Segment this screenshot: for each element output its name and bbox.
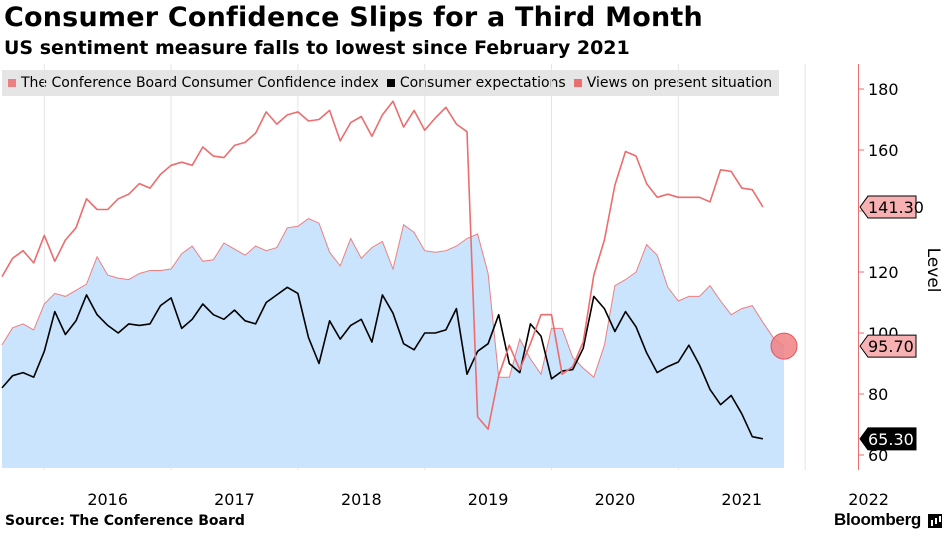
- legend-swatch-present-situation: [573, 79, 582, 87]
- y-tick-label-160: 160: [868, 141, 899, 160]
- source-note: Source: The Conference Board: [5, 513, 245, 529]
- series-confidence-index-area: [2, 218, 784, 468]
- legend-label-present-situation: Views on present situation: [586, 75, 773, 91]
- x-tick-label-2022: 2022: [848, 490, 889, 509]
- x-tick-label-2019: 2019: [468, 490, 509, 509]
- legend-label-confidence-index: The Conference Board Consumer Confidence…: [21, 75, 379, 91]
- legend-swatch-confidence-index: [8, 79, 16, 87]
- bloomberg-logo: Bloomberg: [833, 510, 921, 529]
- legend-swatch-expectations: [386, 79, 395, 87]
- bloomberg-terminal-icon: [928, 514, 942, 528]
- chart-legend: The Conference Board Consumer Confidence…: [2, 70, 780, 96]
- chart-title: Consumer Confidence Slips for a Third Mo…: [4, 2, 703, 33]
- present-situation-end-value-label: 141.30: [868, 198, 924, 217]
- confidence-index-end-value-flag: [859, 334, 917, 358]
- x-tick-label-2021: 2021: [721, 490, 762, 509]
- chart-subtitle: US sentiment measure falls to lowest sin…: [4, 37, 630, 59]
- x-tick-label-2018: 2018: [341, 490, 382, 509]
- y-tick-label-120: 120: [868, 263, 899, 282]
- confidence-index-end-marker: [770, 332, 798, 360]
- y-tick-label-80: 80: [868, 385, 888, 404]
- expectations-end-value-flag: [859, 427, 917, 451]
- series-present-situation-line: [1, 100, 764, 430]
- x-tick-label-2017: 2017: [214, 490, 255, 509]
- x-tick-label-2020: 2020: [595, 490, 636, 509]
- x-tick-label-2016: 2016: [87, 490, 128, 509]
- series-confidence-index-line: [1, 218, 785, 379]
- legend-item-expectations: Consumer expectations: [386, 75, 566, 91]
- legend-item-present-situation: Views on present situation: [573, 75, 773, 91]
- series-expectations-line: [1, 286, 764, 440]
- legend-label-expectations: Consumer expectations: [399, 75, 566, 91]
- y-tick-label-180: 180: [868, 80, 899, 99]
- y-axis-title: Level: [923, 248, 943, 293]
- legend-item-confidence-index: The Conference Board Consumer Confidence…: [8, 75, 379, 91]
- expectations-end-value-label: 65.30: [868, 430, 914, 449]
- present-situation-end-value-flag: [859, 195, 917, 219]
- confidence-index-end-value-label: 95.70: [868, 337, 914, 356]
- y-tick-label-60: 60: [868, 446, 888, 465]
